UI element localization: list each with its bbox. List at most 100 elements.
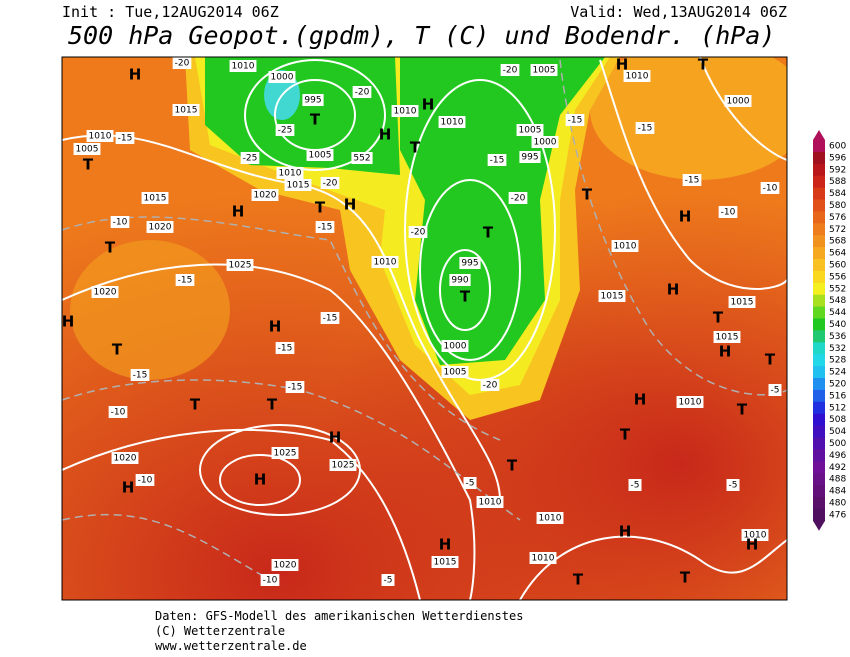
contour-label: -10	[721, 208, 736, 218]
pressure-center: T	[315, 199, 326, 217]
scale-swatch	[813, 508, 825, 522]
label-box	[73, 143, 101, 155]
label-box	[463, 477, 477, 489]
label-box	[268, 71, 296, 83]
contour-label: -20	[323, 179, 338, 189]
footer-line: www.wetterzentrale.de	[155, 639, 307, 653]
isobars	[62, 57, 787, 600]
pressure-center: H	[129, 66, 142, 84]
pressure-center: H	[269, 318, 282, 336]
pressure-center: H	[254, 471, 267, 489]
contour-label: -10	[111, 408, 126, 418]
pressure-center: T	[620, 426, 631, 444]
pressure-center: H	[719, 343, 732, 361]
pressure-center: H	[667, 281, 680, 299]
scale-label: 512	[829, 403, 846, 413]
footer-line: Daten: GFS-Modell des amerikanischen Wet…	[155, 609, 523, 623]
pressure-center: H	[344, 196, 357, 214]
label-box	[441, 366, 469, 378]
pressure-center: T	[460, 288, 471, 306]
scale-label: 524	[829, 368, 846, 378]
contour-label: -20	[503, 66, 518, 76]
label-box	[172, 57, 192, 69]
pressure-center: T	[410, 139, 421, 157]
contour-label: 1015	[434, 558, 457, 568]
scale-swatch	[813, 318, 825, 331]
contour-label: -5	[729, 481, 738, 491]
pressure-center: T	[112, 341, 123, 359]
contour-label: -15	[323, 314, 338, 324]
label-box	[508, 192, 528, 204]
contour-label: 1010	[479, 498, 502, 508]
contour-label: 1020	[149, 223, 172, 233]
pressure-center: H	[329, 429, 342, 447]
label-box	[531, 136, 559, 148]
scale-label: 504	[829, 427, 846, 437]
label-box	[516, 124, 544, 136]
pressure-center: H	[62, 313, 75, 331]
scale-swatch	[813, 485, 825, 498]
label-box	[172, 104, 200, 116]
scale-swatch	[813, 425, 825, 438]
contour-label: -15	[490, 156, 505, 166]
label-box	[381, 574, 395, 586]
pressure-center: H	[232, 203, 245, 221]
label-box	[500, 64, 520, 76]
scale-swatch	[813, 437, 825, 450]
init-time: Init : Tue,12AUG2014 06Z	[62, 3, 279, 21]
label-box	[628, 479, 642, 491]
contour-label: 1005	[519, 126, 542, 136]
contour-label: -10	[113, 218, 128, 228]
label-box	[565, 114, 585, 126]
label-box	[302, 94, 324, 106]
label-box	[115, 132, 135, 144]
contour-label: 995	[521, 153, 538, 163]
contour-label: -15	[118, 134, 133, 144]
scale-swatch	[813, 151, 825, 165]
contour-label: -15	[318, 223, 333, 233]
contour-label: 1025	[332, 461, 355, 471]
scale-swatch	[813, 259, 825, 272]
contour-label: -15	[685, 176, 700, 186]
scale-label: 556	[829, 272, 846, 282]
contour-label: 1010	[441, 118, 464, 128]
contour-label: 1015	[716, 333, 739, 343]
low-field	[400, 57, 605, 365]
contour-label: 1010	[394, 107, 417, 117]
contour-label: -10	[138, 476, 153, 486]
pressure-center: H	[679, 208, 692, 226]
scale-swatch	[813, 247, 825, 260]
contour-label: 1000	[444, 342, 467, 352]
label-box	[285, 381, 305, 393]
contour-label: 1010	[539, 514, 562, 524]
scale-swatch	[813, 389, 825, 403]
valid-time: Valid: Wed,13AUG2014 06Z	[570, 3, 787, 21]
scale-arrow	[813, 520, 825, 531]
contour-label: -25	[243, 154, 258, 164]
pressure-center: T	[483, 224, 494, 242]
label-box	[438, 116, 466, 128]
scale-label: 572	[829, 225, 846, 235]
scale-swatch	[813, 270, 825, 284]
label-box	[276, 167, 304, 179]
scale-swatch	[813, 211, 825, 224]
label-box	[598, 290, 626, 302]
scale-label: 552	[829, 284, 846, 294]
scale-label: 540	[829, 320, 846, 330]
contour-label: -20	[483, 381, 498, 391]
pressure-center: T	[310, 111, 321, 129]
scale-swatch	[813, 306, 825, 319]
contour-label: 1010	[532, 554, 555, 564]
contour-label: 995	[304, 96, 321, 106]
scale-label: 564	[829, 249, 846, 259]
label-box	[275, 124, 295, 136]
label-box	[275, 342, 295, 354]
contour-label: -20	[355, 88, 370, 98]
contour-label: 990	[451, 276, 468, 286]
pressure-center: T	[507, 457, 518, 475]
pressure-center: T	[190, 396, 201, 414]
label-box	[371, 256, 399, 268]
pressure-center: T	[698, 56, 709, 74]
